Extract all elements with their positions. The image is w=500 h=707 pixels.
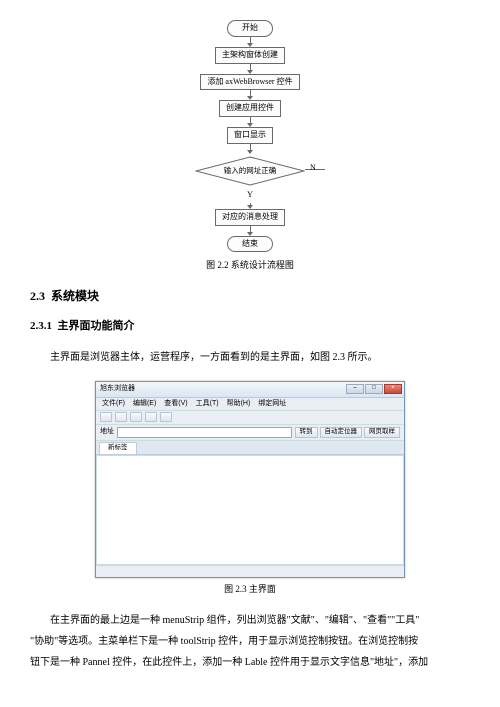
fc-end: 结束 [227, 236, 273, 253]
fc-n4: 窗口显示 [227, 127, 273, 144]
fc-arrow [247, 37, 253, 47]
menu-item-bind[interactable]: 绑定网址 [258, 398, 286, 409]
fc-branch-n: N [310, 162, 316, 175]
fc-arrow [247, 144, 253, 154]
fc-n3: 创建应用控件 [219, 100, 281, 117]
tab-strip: 新标签 [96, 441, 404, 455]
fc-n2: 添加 axWebBrowser 控件 [200, 74, 299, 91]
window-buttons: – □ × [346, 384, 402, 394]
address-label: 地址 [100, 426, 114, 437]
browser-content-area [96, 455, 404, 565]
app-window: 旭东浏览器 – □ × 文件(F) 编辑(E) 查看(V) 工具(T) 帮助(H… [95, 381, 405, 578]
body-text: 在主界面的最上边是一种 menuStrip 组件，列出浏览器"文献"、"编辑"、… [30, 610, 470, 673]
flowchart-figure: 开始 主架构窗体创建 添加 axWebBrowser 控件 创建应用控件 窗口显… [30, 20, 470, 252]
toolbar-home-button[interactable] [160, 412, 172, 422]
fc-start: 开始 [227, 20, 273, 37]
subsection-heading: 2.3.1 主界面功能简介 [30, 318, 470, 336]
minimize-button[interactable]: – [346, 384, 364, 394]
fc-n5: 对应的消息处理 [215, 209, 285, 226]
address-bar: 地址 转到 自动定位器 网页取样 [96, 425, 404, 441]
status-bar [96, 565, 404, 577]
sample-button[interactable]: 网页取样 [364, 427, 400, 438]
toolbar-refresh-button[interactable] [145, 412, 157, 422]
titlebar: 旭东浏览器 – □ × [96, 382, 404, 398]
figure-caption-2-3: 图 2.3 主界面 [30, 582, 470, 596]
menu-item-edit[interactable]: 编辑(E) [133, 398, 156, 409]
address-input[interactable] [117, 427, 292, 438]
paragraph: 钮下是一种 Pannel 控件，在此控件上，添加一种 Lable 控件用于显示文… [30, 652, 470, 673]
toolbar [96, 411, 404, 425]
autolocate-button[interactable]: 自动定位器 [320, 427, 363, 438]
toolbar-back-button[interactable] [100, 412, 112, 422]
fc-arrow [247, 90, 253, 100]
toolbar-forward-button[interactable] [115, 412, 127, 422]
subsection-title: 主界面功能简介 [58, 320, 135, 332]
fc-branch-y: Y [247, 189, 253, 202]
menu-item-view[interactable]: 查看(V) [164, 398, 187, 409]
menu-item-help[interactable]: 帮助(H) [227, 398, 251, 409]
window-title: 旭东浏览器 [100, 383, 135, 394]
close-button[interactable]: × [384, 384, 402, 394]
fc-arrow [247, 64, 253, 74]
section-heading: 2.3 系统模块 [30, 287, 470, 306]
fc-decision: 输入的网址正确 [195, 156, 305, 186]
subsection-num: 2.3.1 [30, 320, 52, 332]
tab-new[interactable]: 新标签 [99, 442, 137, 454]
maximize-button[interactable]: □ [365, 384, 383, 394]
figure-2-3-screenshot: 旭东浏览器 – □ × 文件(F) 编辑(E) 查看(V) 工具(T) 帮助(H… [30, 381, 470, 578]
paragraph: 在主界面的最上边是一种 menuStrip 组件，列出浏览器"文献"、"编辑"、… [30, 610, 470, 631]
fc-arrow [247, 226, 253, 236]
menu-item-tools[interactable]: 工具(T) [196, 398, 219, 409]
paragraph: "协助"等选项。主菜单栏下是一种 toolStrip 控件，用于显示浏览控制按钮… [30, 631, 470, 652]
fc-decision-wrap: 输入的网址正确 N [170, 154, 330, 188]
figure-caption-2-2: 图 2.2 系统设计流程图 [30, 258, 470, 272]
fc-arrow [247, 117, 253, 127]
go-button[interactable]: 转到 [295, 427, 318, 438]
fc-n1: 主架构窗体创建 [215, 47, 285, 64]
menu-item-file[interactable]: 文件(F) [102, 398, 125, 409]
section-title: 系统模块 [51, 289, 99, 303]
section-num: 2.3 [30, 289, 45, 303]
menu-bar: 文件(F) 编辑(E) 查看(V) 工具(T) 帮助(H) 绑定网址 [96, 398, 404, 411]
toolbar-stop-button[interactable] [130, 412, 142, 422]
paragraph: 主界面是浏览器主体，运营程序，一方面看到的是主界面，如图 2.3 所示。 [30, 348, 470, 367]
